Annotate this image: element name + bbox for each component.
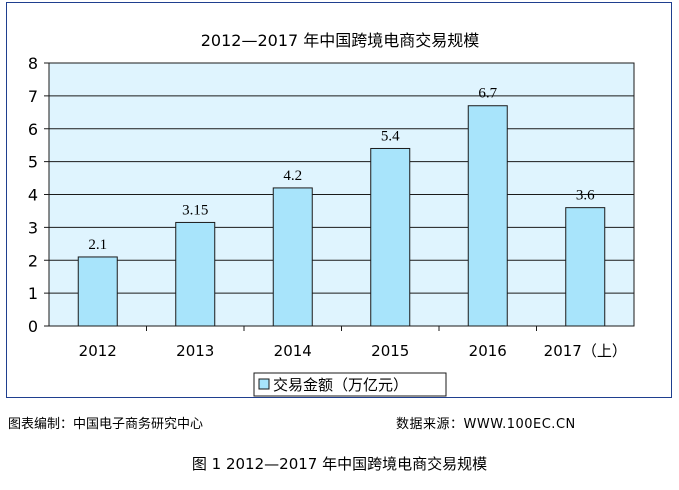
y-tick-label: 2 xyxy=(28,251,38,270)
y-tick-label: 1 xyxy=(28,284,38,303)
y-tick-label: 8 xyxy=(28,54,38,73)
y-tick-label: 3 xyxy=(28,218,38,237)
bar xyxy=(175,221,216,327)
legend-box xyxy=(253,372,447,397)
bar xyxy=(565,207,606,327)
legend: 交易金额（万亿元） xyxy=(253,372,447,397)
y-tick-label: 7 xyxy=(28,87,38,106)
bar-chart: 2012—2017 年中国跨境电商交易规模 0 1 2 3 4 5 6 7 8 2.1 2012 3.… xyxy=(28,31,635,397)
source-credit-right: 数据来源：WWW.100EC.CN xyxy=(396,417,576,432)
x-tick-label: 2012 xyxy=(79,342,117,360)
x-tick-label: 2016 xyxy=(469,342,507,360)
source-credit-left: 图表编制：中国电子商务研究中心 xyxy=(8,417,204,432)
legend-label: 交易金额（万亿元） xyxy=(273,376,408,394)
x-tick-label: 2014 xyxy=(274,342,312,360)
bar xyxy=(77,256,118,327)
y-tick-label: 5 xyxy=(28,153,38,172)
bar xyxy=(272,187,313,327)
data-label: 5.4 xyxy=(381,128,400,144)
data-label: 3.6 xyxy=(576,188,595,204)
y-tick-label: 4 xyxy=(28,186,38,205)
data-label: 4.2 xyxy=(283,168,302,184)
x-tick-label: 2017（上） xyxy=(544,342,627,360)
chart-title: 2012—2017 年中国跨境电商交易规模 xyxy=(201,31,480,50)
plot-area: 0 1 2 3 4 5 6 7 8 2.1 2012 3.15 2013 4.2 2014 5.4 2015 6.… xyxy=(28,54,635,360)
chart-frame: 2012—2017 年中国跨境电商交易规模 0 1 2 3 4 5 6 7 8 2.1 2012 3.… xyxy=(6,2,672,398)
data-label: 3.15 xyxy=(182,202,208,218)
y-tick-label: 6 xyxy=(28,120,38,139)
x-tick-label: 2013 xyxy=(176,342,214,360)
figure-caption: 图 1 2012—2017 年中国跨境电商交易规模 xyxy=(191,455,488,473)
bar xyxy=(370,147,411,327)
data-label: 2.1 xyxy=(88,237,107,253)
data-label: 6.7 xyxy=(478,86,497,102)
bar xyxy=(467,105,508,327)
x-tick-label: 2015 xyxy=(371,342,409,360)
y-tick-label: 0 xyxy=(28,317,38,336)
legend-swatch xyxy=(258,378,270,390)
